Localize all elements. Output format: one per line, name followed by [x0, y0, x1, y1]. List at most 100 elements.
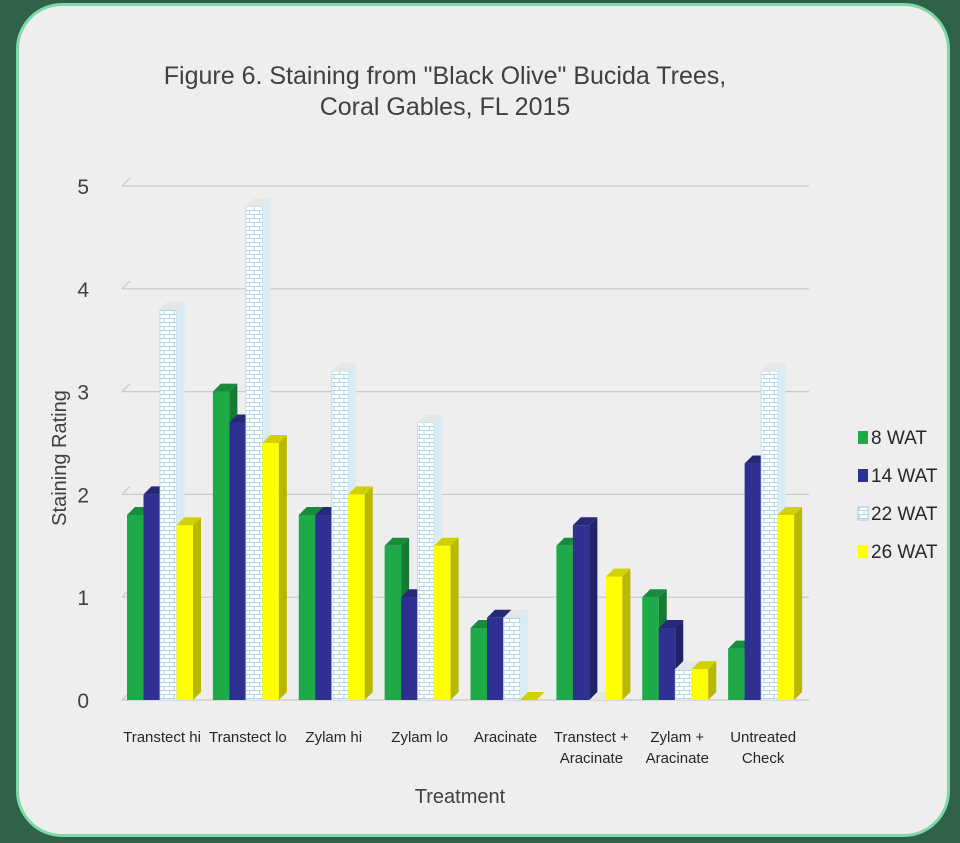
- bar-front: [331, 370, 349, 701]
- x-tick-label: Transtect lo: [209, 729, 287, 746]
- bar-side: [364, 486, 373, 700]
- x-tick-label: Transtect + Aracinate: [554, 729, 629, 767]
- y-tick-label: 3: [77, 382, 89, 405]
- x-tick-label-line: Zylam +: [650, 729, 704, 746]
- bar-top: [434, 537, 459, 546]
- x-tick-label-line: Check: [742, 750, 785, 767]
- bar-front: [143, 494, 160, 700]
- legend-item: 8 WAT: [858, 428, 927, 449]
- chart-card: Figure 6. Staining from "Black Olive" Bu…: [16, 3, 950, 837]
- bar-top: [691, 661, 717, 670]
- legend: 8 WAT 14 WAT 22 WAT 26 WAT: [857, 428, 938, 563]
- bar-top: [642, 589, 667, 598]
- bar-top: [658, 620, 684, 629]
- bar-front: [470, 628, 487, 700]
- bar-side: [794, 506, 803, 700]
- chart-title-line: Coral Gables, FL 2015: [320, 93, 571, 121]
- x-tick-label-line: Aracinate: [560, 750, 623, 767]
- x-tick-label-line: Aracinate: [474, 729, 537, 746]
- bar-front: [348, 494, 365, 700]
- bar-side: [520, 609, 528, 700]
- bar-top: [777, 506, 803, 515]
- legend-label: 22 WAT: [871, 504, 938, 525]
- bar-top: [417, 414, 443, 423]
- y-tick-label: 0: [77, 690, 89, 713]
- x-tick-label-line: Aracinate: [646, 750, 709, 767]
- bar: [503, 609, 528, 701]
- bar: [572, 517, 598, 700]
- bar-top: [520, 692, 545, 700]
- bar-front: [503, 617, 521, 701]
- x-tick-label-line: Transtect +: [554, 729, 629, 746]
- bar: [348, 486, 373, 700]
- bar-front: [760, 370, 779, 701]
- bar-top: [605, 568, 631, 577]
- bars: [127, 198, 803, 701]
- bar-front: [127, 514, 144, 700]
- bar: [605, 568, 631, 700]
- bar-side: [622, 568, 631, 700]
- bar-top: [675, 661, 700, 670]
- bar: [691, 661, 717, 700]
- x-tick-label: Aracinate: [474, 729, 537, 746]
- bar-front: [744, 463, 762, 700]
- x-tick-label-line: Transtect lo: [209, 729, 287, 746]
- y-tick-label: 4: [77, 279, 89, 302]
- bar-side: [193, 517, 201, 700]
- bar-front: [176, 525, 193, 700]
- bar-front: [229, 422, 246, 700]
- chart-title-line: Figure 6. Staining from "Black Olive" Bu…: [164, 62, 726, 90]
- bar-front: [572, 525, 590, 700]
- bar: [520, 692, 545, 700]
- bar-front: [642, 597, 659, 700]
- bar-front: [434, 545, 451, 700]
- bar-front: [674, 668, 693, 701]
- bar-front: [212, 391, 230, 700]
- bar-top: [298, 506, 324, 515]
- bar-front: [487, 617, 504, 700]
- gridline-depth: [121, 177, 131, 187]
- legend-item: 14 WAT: [858, 466, 938, 487]
- gridline-depth: [121, 383, 131, 393]
- bar-front: [159, 308, 177, 701]
- bar-front: [556, 545, 573, 700]
- bar: [262, 435, 287, 700]
- legend-label: 14 WAT: [871, 466, 938, 487]
- y-tick-label: 1: [77, 587, 89, 610]
- bar-top: [245, 198, 271, 207]
- y-tick-label: 5: [77, 176, 89, 199]
- y-axis-label: Staining Rating: [49, 390, 71, 526]
- bar-side: [708, 661, 717, 700]
- legend-swatch: [858, 431, 868, 444]
- bar-side: [589, 517, 598, 700]
- gridline-depth: [121, 280, 131, 290]
- bar-front: [728, 648, 745, 700]
- bar-front: [298, 514, 316, 700]
- bar-front: [262, 443, 279, 700]
- bar-front: [417, 422, 435, 701]
- bar: [777, 506, 803, 700]
- legend-item: 22 WAT: [857, 504, 938, 525]
- x-axis-label: Treatment: [415, 786, 506, 808]
- legend-item: 26 WAT: [858, 542, 938, 563]
- x-tick-label: Transtect hi: [123, 729, 201, 746]
- x-tick-label: Zylam + Aracinate: [646, 729, 709, 767]
- bar-top: [176, 517, 201, 526]
- legend-label: 8 WAT: [871, 428, 927, 449]
- y-tick-label: 2: [77, 484, 89, 507]
- bar-front: [605, 576, 623, 700]
- bar-front: [315, 514, 332, 700]
- x-tick-label: Zylam lo: [391, 729, 448, 746]
- chart-title: Figure 6. Staining from "Black Olive" Bu…: [164, 62, 726, 121]
- legend-swatch: [858, 545, 868, 558]
- bar-top: [348, 486, 373, 495]
- x-tick-label-line: Transtect hi: [123, 729, 201, 746]
- bar: [434, 537, 459, 700]
- bar-top: [487, 609, 512, 618]
- bar-front: [245, 206, 263, 701]
- bar-top: [212, 383, 238, 392]
- x-tick-label: Untreated Check: [730, 729, 796, 767]
- bar-side: [278, 435, 287, 700]
- x-tick-label: Zylam hi: [305, 729, 362, 746]
- bar-top: [572, 517, 598, 526]
